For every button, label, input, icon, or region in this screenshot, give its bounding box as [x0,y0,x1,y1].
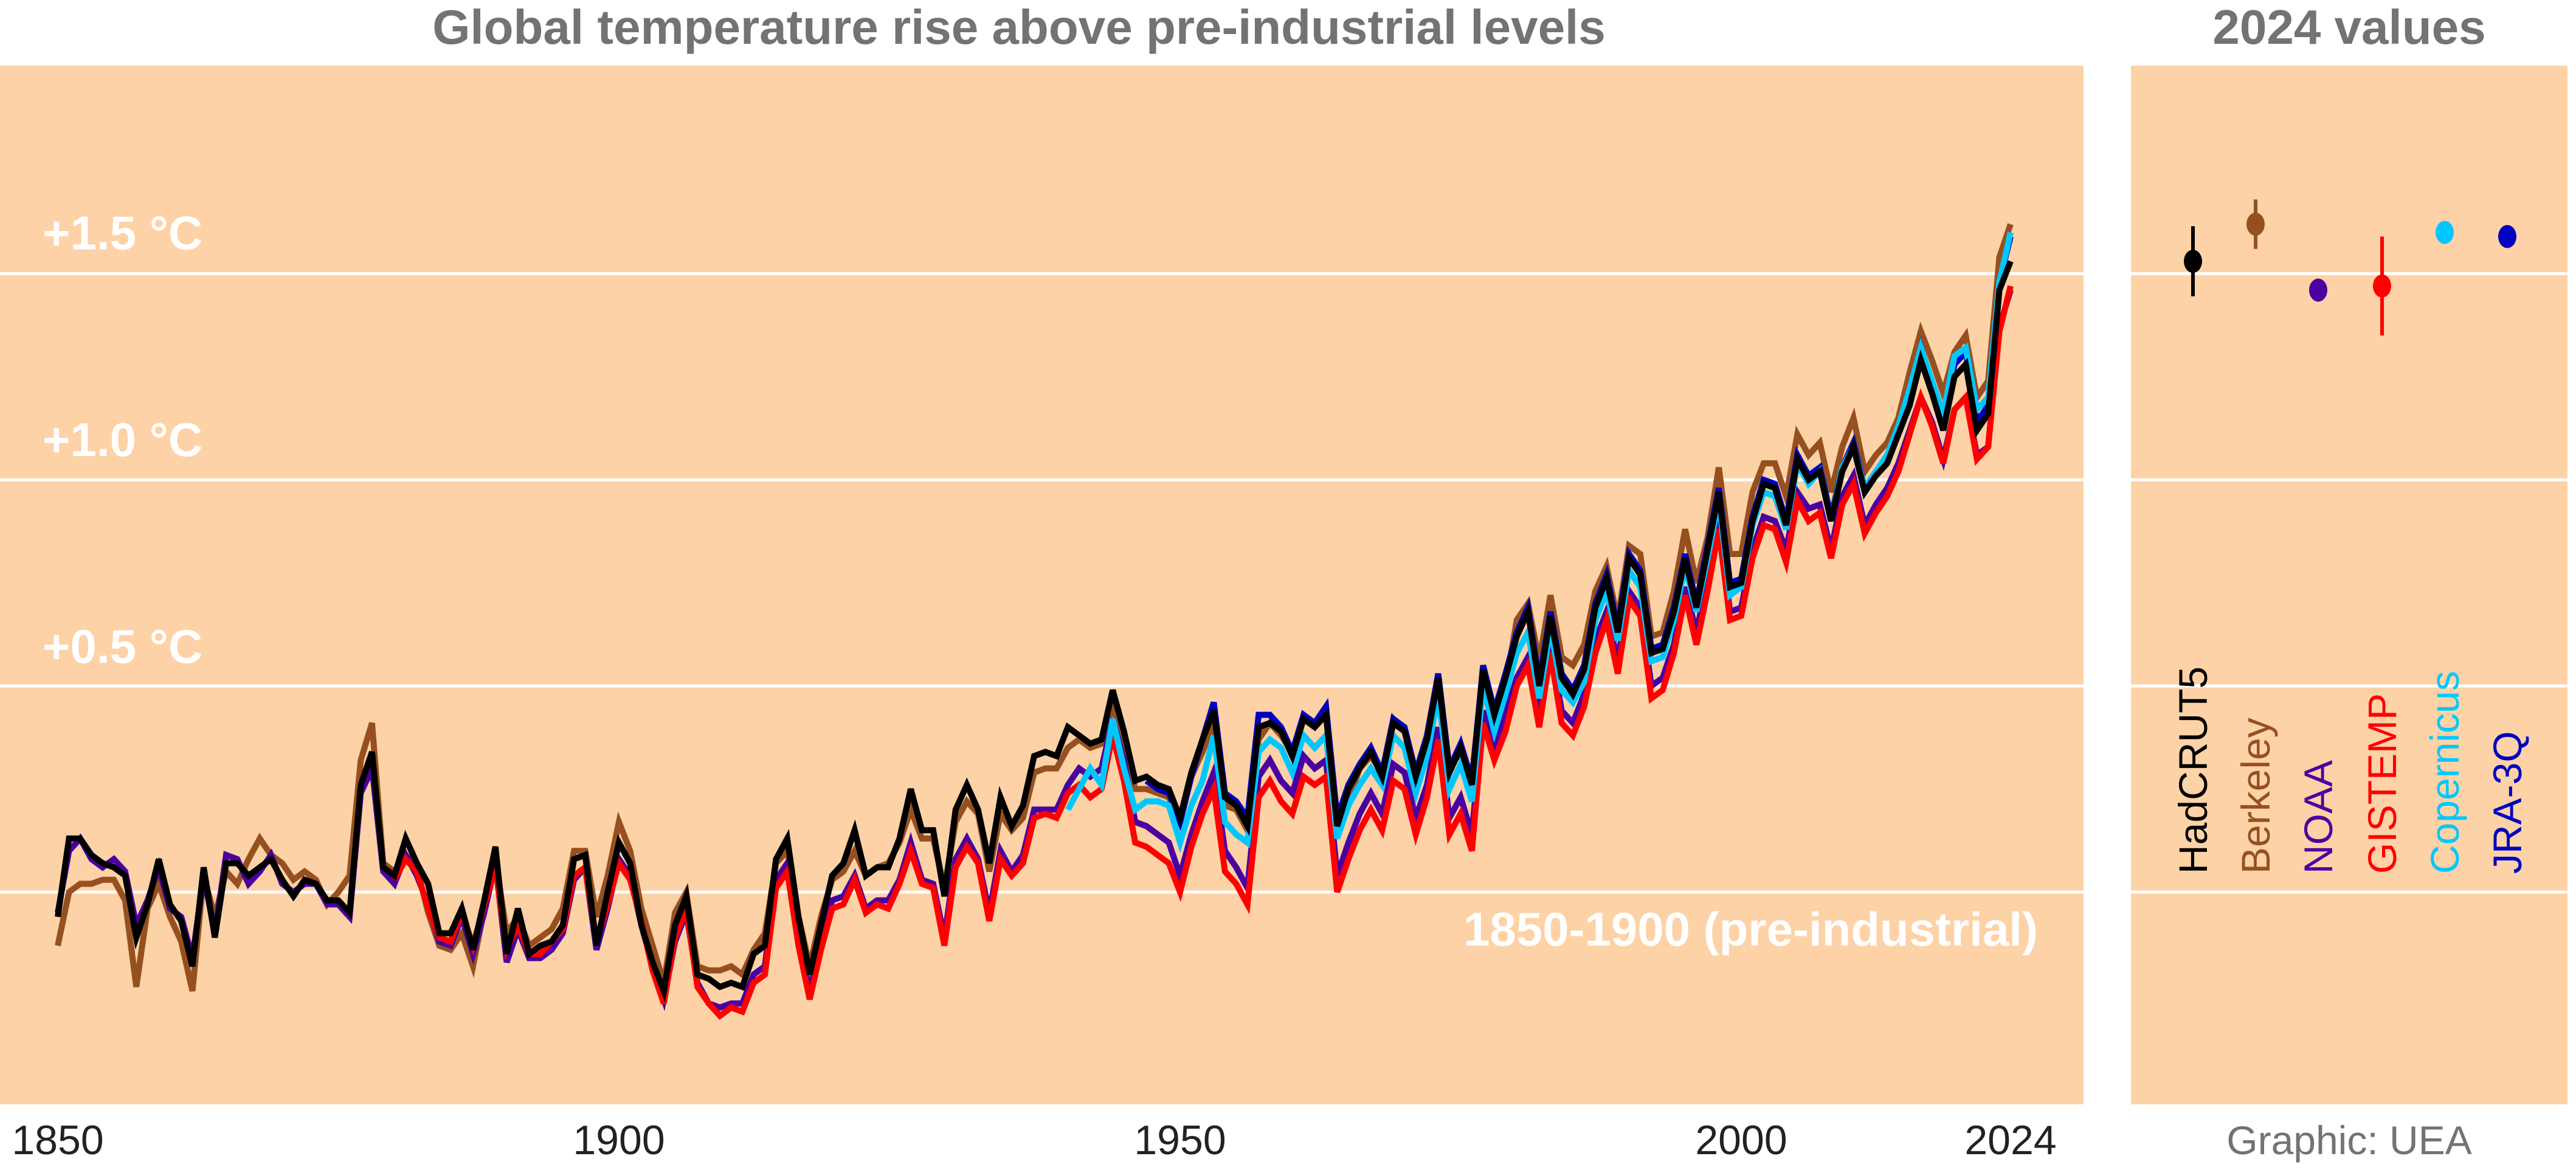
series-line-gistemp [392,285,2014,1020]
main-chart-title: Global temperature rise above pre-indust… [432,0,1606,54]
y-label-1-5: +1.5 °C [43,206,202,260]
x-tick-2024: 2024 [1964,1117,2056,1163]
point-noaa [2309,279,2327,302]
legend-gistemp: GISTEMP [2360,693,2405,874]
point-hadcrut5 [2184,249,2202,273]
point-berkeley [2246,212,2265,236]
legend-jra-3q: JRA-3Q [2485,731,2530,874]
point-copernicus [2436,221,2454,244]
series-line-noaa [55,289,2014,1011]
y-label-1-0: +1.0 °C [43,413,202,466]
graphic-credit: Graphic: UEA [2226,1118,2471,1163]
side-plot-area [2131,66,2567,1104]
legend-berkeley: Berkeley [2233,718,2278,874]
series-line-hadcrut5 [55,260,2014,1003]
legend-hadcrut5: HadCRUT5 [2170,666,2215,874]
side-chart-title: 2024 values [2212,0,2485,54]
legend-copernicus: Copernicus [2422,671,2467,874]
x-tick-1850: 1850 [12,1117,103,1163]
x-tick-1900: 1900 [573,1117,665,1163]
point-gistemp [2373,274,2391,298]
point-jra-3q [2498,224,2516,248]
y-label-0-5: +0.5 °C [43,620,202,673]
x-tick-1950: 1950 [1134,1117,1226,1163]
baseline-label: 1850-1900 (pre-industrial) [1463,902,2038,956]
legend-noaa: NOAA [2296,760,2341,874]
x-tick-2000: 2000 [1695,1117,1787,1163]
